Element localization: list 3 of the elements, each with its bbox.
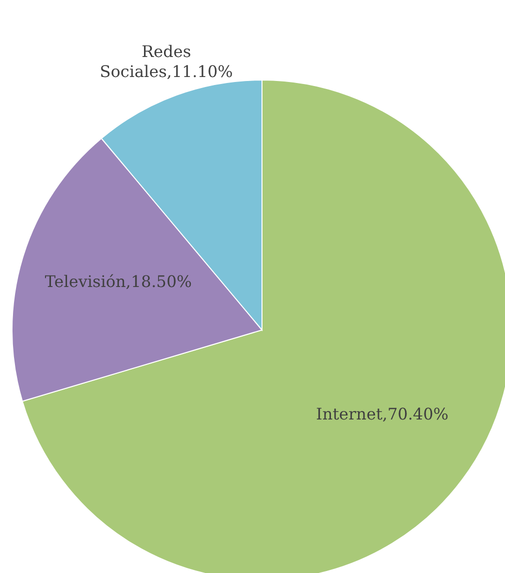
slice-label: Televisión,18.50%: [44, 272, 192, 291]
slice-label: Redes Sociales,11.10%: [100, 42, 233, 81]
slice-label: Internet,70.40%: [316, 404, 448, 424]
